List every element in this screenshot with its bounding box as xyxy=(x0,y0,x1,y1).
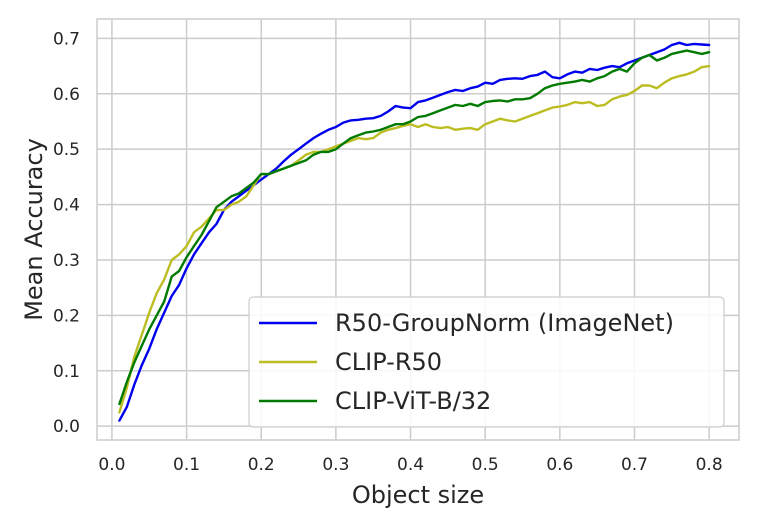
y-tick-label: 0.3 xyxy=(53,251,80,271)
y-tick-label: 0.4 xyxy=(53,196,80,216)
x-tick-label: 0.3 xyxy=(322,455,349,475)
legend-box xyxy=(248,296,725,428)
plot-frame xyxy=(96,18,740,441)
legend-label-3: CLIP-ViT-B/32 xyxy=(335,387,491,415)
legend-label-1: R50-GroupNorm (ImageNet) xyxy=(335,309,674,337)
x-tick-label: 0.8 xyxy=(696,455,723,475)
y-tick-label: 0.7 xyxy=(53,29,80,49)
series-lines xyxy=(118,41,711,422)
x-tick-label: 0.6 xyxy=(546,455,573,475)
legend-label-2: CLIP-R50 xyxy=(335,348,442,376)
x-tick-label: 0.0 xyxy=(98,455,125,475)
x-tick-label: 0.1 xyxy=(173,455,200,475)
series-line-2 xyxy=(118,64,711,414)
series-line-1 xyxy=(118,41,711,422)
y-tick-label: 0.2 xyxy=(53,306,80,326)
x-tick-label: 0.5 xyxy=(472,455,499,475)
y-tick-label: 0.6 xyxy=(53,85,80,105)
series-line-3 xyxy=(118,49,711,406)
y-tick-labels: 0.0 0.1 0.2 0.3 0.4 0.5 0.6 0.7 xyxy=(53,29,80,437)
x-tick-label: 0.7 xyxy=(621,455,648,475)
y-tick-label: 0.1 xyxy=(53,362,80,382)
y-tick-label: 0.5 xyxy=(53,140,80,160)
x-tick-label: 0.4 xyxy=(397,455,424,475)
grid-lines xyxy=(97,19,739,440)
y-tick-label: 0.0 xyxy=(53,417,80,437)
legend: R50-GroupNorm (ImageNet) CLIP-R50 CLIP-ViT… xyxy=(248,296,725,428)
x-tick-labels: 0.0 0.1 0.2 0.3 0.4 0.5 0.6 0.7 0.8 xyxy=(98,455,722,475)
x-axis-label: Object size xyxy=(352,481,484,509)
x-tick-label: 0.2 xyxy=(248,455,275,475)
y-axis-label: Mean Accuracy xyxy=(20,138,48,321)
